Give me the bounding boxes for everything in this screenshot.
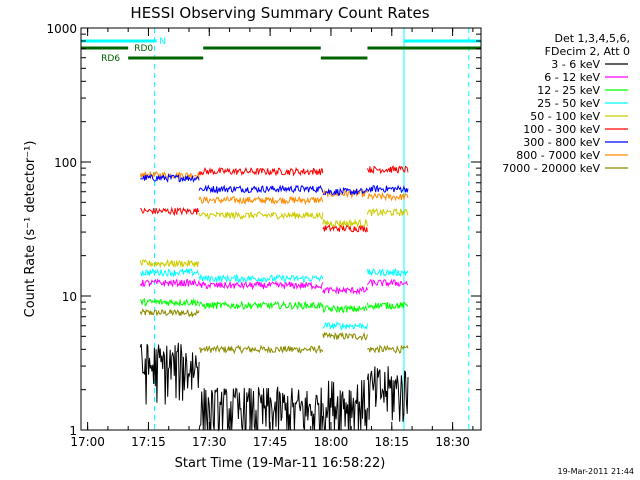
legend-label: 800 - 7000 keV [516, 149, 600, 162]
series-trace [139, 258, 200, 269]
series-trace [322, 285, 368, 296]
y-tick-label: 100 [54, 156, 77, 170]
legend-label: 7000 - 20000 keV [502, 162, 600, 175]
series-trace [366, 184, 409, 194]
series-trace [366, 165, 409, 175]
series-7 [140, 173, 409, 196]
x-axis-label: Start Time (19-Mar-11 16:58:22) [175, 456, 386, 471]
legend-label: 6 - 12 keV [544, 71, 600, 84]
series-trace [198, 195, 324, 206]
y-tick-label: 1 [69, 424, 77, 438]
legend-label: 300 - 800 keV [523, 136, 600, 149]
series-1 [139, 342, 409, 432]
legend: Det 1,3,4,5,6, FDecim 2, Att 0 3 - 6 keV… [502, 32, 630, 175]
axes: 17:00 17:15 17:30 17:45 18:00 18:15 18:30 1 10 10… [46, 22, 481, 449]
series-trace [366, 278, 409, 288]
x-tick-label: 18:00 [314, 435, 349, 449]
series-6 [140, 165, 409, 233]
series-trace [367, 191, 409, 202]
series-4 [139, 267, 409, 330]
series-trace [322, 321, 368, 330]
series-trace [198, 386, 324, 432]
flag-label-n: N [159, 37, 166, 47]
legend-label: 3 - 6 keV [551, 58, 600, 71]
series-trace [139, 170, 200, 181]
series-trace [366, 267, 409, 278]
series-trace [366, 366, 409, 422]
series-trace [322, 304, 368, 314]
series-trace [139, 307, 200, 319]
x-tick-label: 17:30 [192, 435, 227, 449]
series-trace [198, 210, 324, 221]
series-trace [322, 331, 368, 341]
series-trace [140, 173, 200, 183]
timestamp: 19-Mar-2011 21:44 [558, 467, 635, 476]
series-trace [198, 300, 324, 311]
y-tick-label: 1000 [46, 22, 77, 36]
plot-frame [80, 27, 482, 431]
x-tick-label: 18:15 [374, 435, 409, 449]
legend-label: 50 - 100 keV [530, 110, 600, 123]
series-trace [367, 344, 409, 354]
legend-label: 100 - 300 keV [523, 123, 600, 136]
series-trace [198, 344, 324, 355]
legend-header-line-2: FDecim 2, Att 0 [545, 45, 630, 58]
series-trace [322, 379, 368, 431]
series-trace [140, 206, 200, 217]
series-trace [322, 224, 368, 233]
chart-title: HESSI Observing Summary Count Rates [130, 4, 429, 22]
plot-area: N RD0 RD6 [80, 28, 481, 432]
series-trace [198, 273, 324, 284]
series-trace [139, 342, 200, 405]
series-2 [139, 278, 409, 296]
legend-label: 12 - 25 keV [537, 84, 600, 97]
x-tick-label: 17:45 [253, 435, 288, 449]
series-3 [139, 297, 409, 314]
series-8 [139, 170, 409, 206]
flag-label-rd0: RD0 [134, 44, 153, 54]
series-trace [198, 184, 324, 195]
legend-header-line-1: Det 1,3,4,5,6, [554, 32, 630, 45]
series-trace [198, 280, 324, 291]
series-5 [139, 207, 409, 269]
series-trace [139, 267, 200, 278]
x-tick-label: 18:30 [435, 435, 470, 449]
series-trace [139, 278, 200, 288]
series-9 [139, 307, 409, 355]
series-trace [198, 166, 324, 177]
series-trace [139, 297, 200, 307]
x-tick-label: 17:00 [70, 435, 105, 449]
y-tick-label: 10 [62, 290, 77, 304]
series-trace [322, 218, 368, 229]
y-axis-label: Count Rate (s⁻¹ detector⁻¹) [23, 141, 38, 318]
series-trace [322, 186, 368, 196]
series-trace [366, 301, 409, 311]
series-trace [366, 207, 409, 217]
x-tick-label: 17:15 [131, 435, 166, 449]
legend-label: 25 - 50 keV [537, 97, 600, 110]
flag-label-rd6: RD6 [101, 54, 120, 64]
